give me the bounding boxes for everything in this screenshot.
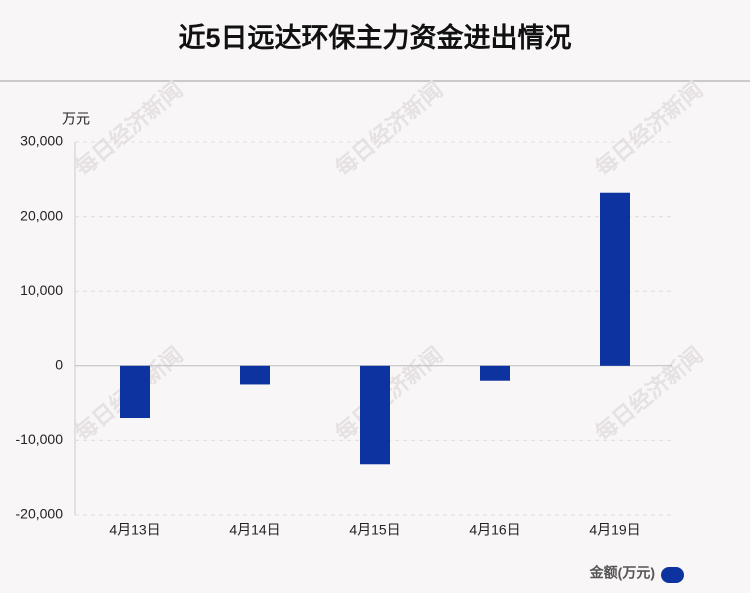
bar bbox=[360, 365, 390, 465]
bar bbox=[480, 365, 510, 381]
x-tick-label: 4月15日 bbox=[349, 522, 400, 538]
x-tick-label: 4月13日 bbox=[109, 522, 160, 538]
chart-title: 近5日远达环保主力资金进出情况 bbox=[178, 22, 571, 53]
legend-swatch bbox=[661, 567, 684, 583]
x-tick-label: 4月19日 bbox=[589, 522, 640, 538]
y-tick-label: 0 bbox=[55, 357, 63, 373]
x-tick-label: 4月16日 bbox=[469, 522, 520, 538]
legend-label: 金额(万元) bbox=[589, 565, 655, 581]
y-tick-label: -10,000 bbox=[16, 431, 64, 447]
y-tick-label: 30,000 bbox=[20, 133, 63, 149]
bar bbox=[600, 192, 630, 366]
y-tick-label: -20,000 bbox=[16, 506, 64, 522]
bar bbox=[120, 365, 150, 419]
y-tick-label: 20,000 bbox=[20, 207, 63, 223]
y-tick-label: 10,000 bbox=[20, 282, 63, 298]
y-unit: 万元 bbox=[62, 111, 90, 127]
x-tick-label: 4月14日 bbox=[229, 522, 280, 538]
bar bbox=[240, 365, 270, 385]
